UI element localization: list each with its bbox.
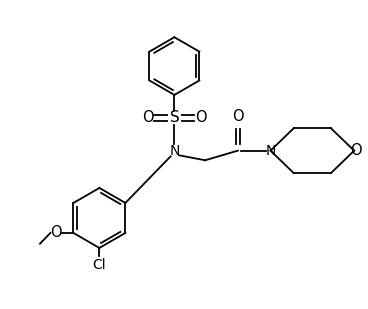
Text: O: O [350,143,362,158]
Text: O: O [232,109,244,124]
Text: N: N [169,144,180,158]
Text: S: S [170,111,179,125]
Text: N: N [265,144,276,158]
Text: O: O [50,226,62,240]
Text: O: O [142,111,153,125]
Text: O: O [195,111,207,125]
Text: Cl: Cl [93,258,106,272]
